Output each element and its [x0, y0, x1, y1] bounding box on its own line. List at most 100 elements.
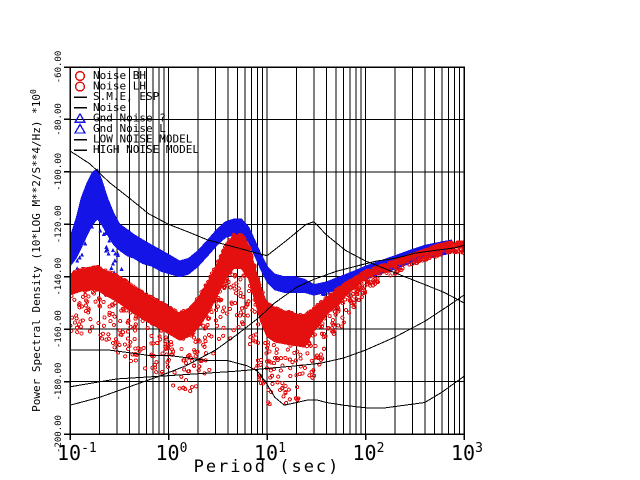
series-point-circle [123, 354, 128, 359]
series-point-circle [396, 266, 401, 271]
series-point-circle [246, 299, 251, 304]
series-point-circle [213, 318, 218, 323]
legend-triangle-icon [73, 123, 87, 134]
x-tick-exponent: 0 [180, 441, 188, 456]
series-point-circle [236, 286, 241, 291]
series-point-circle [258, 362, 263, 367]
data-layer [70, 150, 464, 409]
series-point-circle [74, 325, 80, 330]
series-point-triangle [106, 251, 111, 256]
series-point-circle [106, 336, 112, 341]
series-point-circle [375, 276, 380, 281]
series-point-circle [274, 350, 279, 356]
series-point-circle [313, 344, 318, 349]
series-point-circle [93, 299, 98, 304]
series-point-circle [351, 294, 357, 299]
series-point-circle [192, 335, 197, 340]
series-point-circle [309, 369, 314, 374]
legend-item[interactable]: HIGH NOISE MODEL [74, 143, 199, 156]
series-point-circle [455, 249, 460, 254]
series-point-circle [250, 308, 255, 313]
legend-label: Gnd Noise L [93, 122, 166, 135]
series-point-circle [83, 303, 88, 308]
series-point-circle [362, 289, 367, 294]
series-point-circle [298, 356, 303, 361]
legend-item[interactable]: LOW NOISE MODEL [74, 133, 193, 146]
series-point-circle [356, 297, 361, 303]
series-point-circle [137, 348, 142, 354]
series-point-circle [163, 341, 168, 347]
series-point-circle [155, 340, 160, 346]
series-point-triangle [75, 258, 80, 263]
series-point-circle [88, 317, 93, 322]
series-point-circle [290, 360, 295, 365]
series-point-circle [239, 306, 245, 311]
series-point-triangle [320, 291, 325, 296]
series-point-circle [293, 358, 299, 363]
series-point-circle [241, 273, 246, 278]
series-point-circle [107, 310, 112, 315]
x-tick-label: 103 [451, 441, 483, 465]
series-point-circle [354, 297, 359, 302]
legend-item[interactable]: Gnd Noise L [73, 122, 166, 135]
series-point-circle [125, 336, 131, 341]
series-point-circle [207, 367, 212, 372]
series-point-circle [266, 400, 271, 405]
series-point-triangle [109, 265, 114, 270]
series-point-circle [278, 368, 283, 373]
series-point-circle [271, 343, 276, 348]
series-point-circle [194, 384, 199, 389]
series-point-circle [164, 352, 169, 357]
legend-item[interactable]: Noise BH [74, 69, 146, 82]
series-point-circle [189, 385, 194, 390]
series-point-circle [347, 310, 352, 315]
series-point-circle [283, 390, 288, 396]
series-point-circle [122, 342, 128, 347]
series-point-triangle [112, 258, 117, 263]
series-point-circle [121, 307, 126, 312]
series-point-circle [295, 385, 300, 390]
series-point-circle [184, 378, 189, 383]
series-point-circle [117, 342, 122, 347]
series-point-circle [97, 303, 102, 308]
series-point-triangle [98, 228, 103, 233]
series-point-circle [267, 349, 272, 354]
series-point-circle [192, 348, 197, 353]
series-point-circle [242, 312, 247, 318]
series-point-circle [294, 373, 299, 378]
series-point-circle [308, 343, 313, 348]
series-point-circle [232, 286, 237, 291]
series-point-circle [75, 330, 80, 335]
series-point-circle [132, 337, 137, 342]
series-point-circle [72, 297, 77, 302]
legend-label: Noise [93, 101, 126, 114]
series-point-circle [143, 366, 148, 371]
series-point-circle [245, 302, 250, 307]
series-point-circle [341, 320, 346, 325]
series-point-circle [274, 355, 279, 361]
series-point-circle [413, 261, 419, 266]
series-point-circle [283, 383, 288, 389]
series-point-circle [226, 279, 231, 285]
legend-item[interactable]: Noise [74, 101, 126, 114]
series-point-circle [149, 352, 154, 357]
series-point-triangle [105, 247, 110, 252]
series-point-circle [320, 356, 325, 361]
series-point-circle [221, 305, 227, 310]
series-point-circle [133, 328, 138, 333]
legend-item[interactable]: S.M.E, ESP [74, 90, 160, 103]
y-axis: -200.00 -180.00 -160.00 -140.00 -120.00 -100.… [54, 51, 70, 453]
series-point-circle [133, 358, 138, 363]
series-point-circle [128, 324, 133, 329]
series-point-circle [335, 305, 340, 310]
legend-item[interactable]: Gnd Noise ? [73, 111, 166, 124]
legend-item[interactable]: Noise LH [74, 80, 146, 93]
series-point-triangle [101, 231, 106, 236]
series-point-circle [111, 322, 117, 328]
series-point-circle [115, 340, 120, 345]
series-point-circle [331, 329, 336, 334]
series-point-circle [407, 262, 412, 267]
series-point-circle [437, 251, 443, 256]
series-point-circle [202, 326, 207, 331]
